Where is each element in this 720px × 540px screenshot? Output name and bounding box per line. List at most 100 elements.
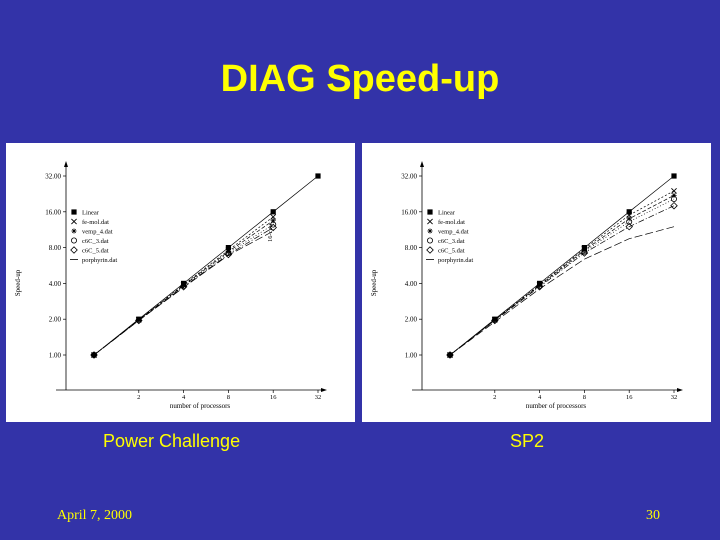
data-point: [270, 209, 276, 215]
data-point: [625, 222, 633, 231]
x-tick-label: 2: [493, 394, 496, 401]
y-tick-label: 8.00: [49, 244, 62, 252]
x-axis-arrow: [321, 388, 327, 392]
data-point: [135, 316, 143, 325]
y-tick-label: 2.00: [49, 316, 62, 324]
data-point: [580, 249, 589, 257]
y-tick-label: 32.00: [45, 173, 61, 181]
data-point: [270, 217, 276, 224]
data-point: [90, 351, 98, 359]
footer-date: April 7, 2000: [57, 508, 133, 523]
data-point: [626, 218, 633, 225]
data-point: [181, 282, 187, 288]
data-point: [224, 250, 233, 259]
speedup-chart-power-challenge: 1.00 2.00 4.00 8.00 16.00 32.00 2 4 8 16 32 number …: [14, 161, 327, 410]
data-point: [535, 282, 544, 291]
legend-label: c6C_3.dat: [82, 238, 109, 245]
chart-panel-sp2: 1.00 2.00 4.00 8.00 16.00 32.00 2 4 8 16 32 number …: [362, 143, 711, 422]
legend-swatch: [427, 209, 433, 215]
series-line: [449, 190, 675, 356]
chart-panel-power-challenge: 1.00 2.00 4.00 8.00 16.00 32.00 2 4 8 16 32 number …: [6, 143, 355, 422]
x-tick-label: 8: [227, 394, 230, 401]
data-point: [626, 209, 632, 215]
legend-label: Linear: [438, 210, 456, 217]
series-porphyrin-dat: [93, 230, 274, 356]
series-line: [93, 227, 274, 356]
y-axis-label: Speed-up: [370, 269, 378, 296]
y-tick-label: 1.00: [405, 352, 418, 360]
legend-label: vemp_4.dat: [438, 229, 469, 236]
x-tick-label: 4: [182, 394, 186, 401]
legend-swatch: [427, 228, 433, 234]
legend: Linear fe-mol.dat vemp_4.dat c6C_3.dat c6C_5…: [70, 209, 117, 264]
data-point: [91, 351, 98, 358]
series-fe-mol-dat: [447, 187, 677, 358]
legend-label: c6C_5.dat: [82, 248, 109, 255]
series-vemp-4-dat: [447, 192, 677, 358]
x-axis-arrow: [677, 388, 683, 392]
data-point: [626, 216, 632, 222]
y-axis-arrow: [420, 161, 424, 167]
slide-title: DIAG Speed-up: [220, 58, 500, 100]
series-line: [93, 230, 274, 356]
series-c6c-5-dat: [446, 201, 678, 359]
legend-swatch: [71, 228, 77, 234]
data-point: [670, 195, 677, 202]
data-point: [270, 221, 277, 228]
data-point: [671, 187, 677, 194]
x-tick-label: 8: [583, 394, 586, 401]
data-point: [269, 223, 277, 232]
data-point: [671, 173, 677, 179]
data-point: [136, 317, 142, 323]
data-point: [270, 213, 277, 220]
legend: Linear fe-mol.dat vemp_4.dat c6C_3.dat c6C_5…: [426, 209, 473, 264]
y-tick-label: 16.00: [401, 208, 417, 216]
legend-label: porphyrin.dat: [82, 257, 117, 264]
y-axis-label: Speed-up: [14, 269, 22, 296]
data-point: [537, 282, 543, 288]
legend-label: Linear: [82, 210, 100, 217]
series-line: [93, 224, 274, 356]
x-axis-label: number of processors: [170, 402, 231, 410]
data-point: [446, 351, 454, 359]
legend-swatch: [71, 237, 78, 244]
y-tick-label: 4.00: [405, 280, 418, 288]
data-point: [492, 317, 498, 323]
legend-label: fe-mol.dat: [438, 219, 465, 226]
legend-swatch: [427, 218, 433, 225]
legend-label: fe-mol.dat: [82, 219, 109, 226]
legend-label: porphyrin.dat: [438, 257, 473, 264]
legend-swatch: [427, 237, 434, 244]
y-tick-label: 16.00: [45, 208, 61, 216]
series-line: [449, 198, 675, 356]
data-point: [447, 351, 454, 358]
x-tick-label: 4: [538, 394, 542, 401]
data-point: [581, 248, 588, 255]
y-tick-label: 8.00: [405, 244, 418, 252]
x-tick-label: 16: [626, 394, 633, 401]
data-point: [670, 201, 678, 210]
x-tick-label: 32: [671, 394, 678, 401]
y-tick-label: 1.00: [49, 352, 62, 360]
legend-swatch: [426, 246, 434, 254]
caption-power-challenge: Power Challenge: [103, 431, 241, 451]
data-point: [315, 173, 321, 179]
y-tick-label: 4.00: [49, 280, 62, 288]
series-line: [449, 195, 675, 356]
x-axis-label: number of processors: [526, 402, 587, 410]
legend-swatch: [70, 246, 78, 254]
legend-swatch: [71, 209, 77, 215]
y-tick-label: 32.00: [401, 173, 417, 181]
series-line: [449, 205, 675, 356]
data-point: [225, 245, 231, 251]
data-point: [581, 245, 587, 251]
data-point: [671, 192, 677, 198]
series-line: [449, 226, 675, 356]
caption-sp2: SP2: [510, 431, 545, 451]
side-annotation: 16-cpu: [267, 223, 274, 242]
legend-swatch: [71, 218, 77, 225]
legend-label: c6C_3.dat: [438, 238, 465, 245]
footer-page-number: 30: [646, 508, 660, 523]
data-point: [491, 316, 499, 325]
speedup-chart-sp2: 1.00 2.00 4.00 8.00 16.00 32.00 2 4 8 16 32 number …: [370, 161, 683, 410]
